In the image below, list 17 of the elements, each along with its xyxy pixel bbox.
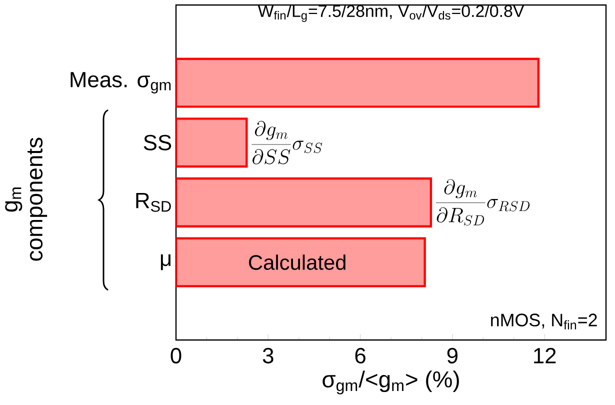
chart-title: W$_{fin}$/L$_{g}$=7.5/28nm, V$_{ov}$/V$_{ds}$=0.2/0.8V xyxy=(258,4,524,22)
y-tick-label: R$_{SD}$ xyxy=(136,193,171,212)
y-axis-title: g$_{m}$ components xyxy=(5,138,48,261)
x-tick-label: 12 xyxy=(534,348,556,364)
y-tick-label: SS xyxy=(144,134,172,150)
x-tick-label: 0 xyxy=(170,348,182,364)
x-axis-title: σ$_{gm}$/<g$_{m}$> (%) xyxy=(322,370,459,394)
y-tick-label: Meas. σ$_{gm}$ xyxy=(70,72,171,94)
x-tick-label: 3 xyxy=(262,348,274,364)
annotation: $\frac{\partial g_m}{\partial SS}\sigma_{SS}$ xyxy=(252,120,322,164)
bar xyxy=(176,237,426,288)
y-tick-label: μ xyxy=(160,254,170,270)
x-tick-label: 6 xyxy=(355,348,366,364)
annotation: nMOS, N$_{fin}$=2 xyxy=(491,314,597,330)
annotation: $\frac{\partial g_m}{\partial R_{SD}}\sigma_{RSD}$ xyxy=(436,179,530,226)
x-tick-label: 9 xyxy=(447,348,458,364)
annotation: Calculated xyxy=(249,254,346,270)
